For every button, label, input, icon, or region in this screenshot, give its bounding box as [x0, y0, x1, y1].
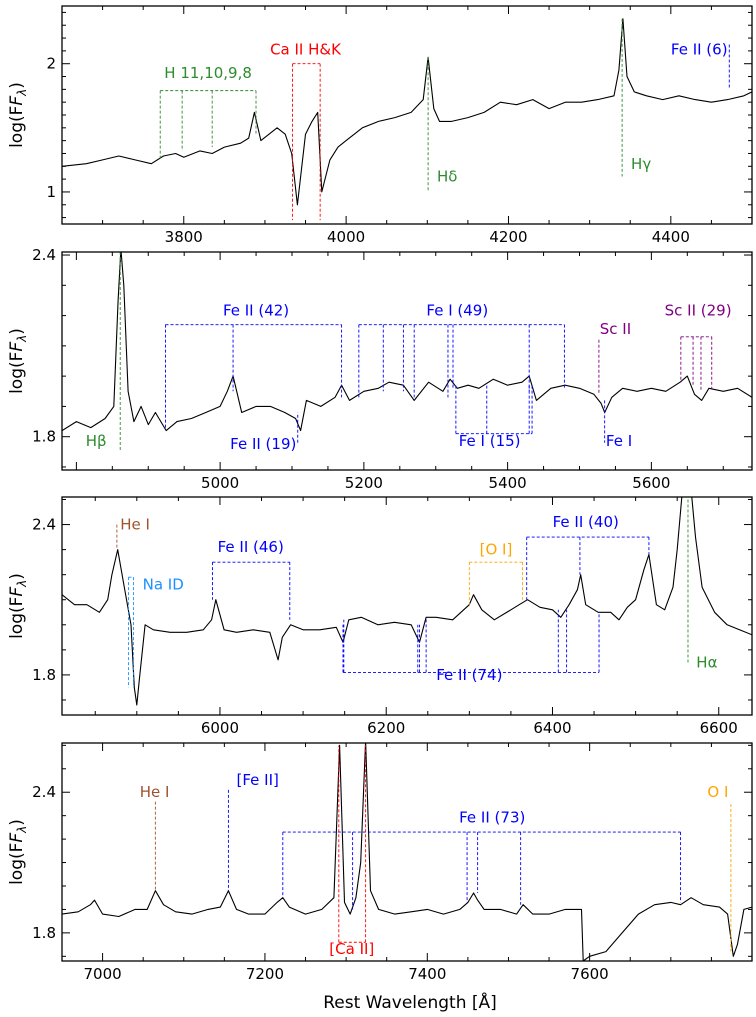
line-id-2-1	[165, 324, 343, 428]
y-axis-label: log(FFλ)	[7, 819, 29, 885]
x-tick-label: 7400	[408, 965, 446, 983]
spectrum-panel-2: Hβ Fe II (42) Fe II (19) Fe I (49) Fe I (15)…	[7, 246, 753, 492]
id-label: He I	[140, 783, 170, 801]
id-label: Fe II (19)	[230, 435, 296, 453]
line-id-3-4	[526, 536, 650, 600]
y-tick-label: 2.4	[32, 246, 56, 264]
y-tick-label: 2	[46, 55, 56, 73]
x-tick-label: 6000	[201, 719, 239, 737]
x-tick-label: 7200	[246, 965, 284, 983]
line-id-2-7	[680, 336, 713, 392]
line-id-3-1	[128, 576, 134, 688]
x-tick-label: 6600	[700, 719, 738, 737]
line-id-3-5	[342, 609, 600, 673]
line-id-1-0	[159, 90, 257, 159]
x-tick-label: 4000	[327, 228, 365, 246]
panel-frame	[61, 251, 753, 471]
line-id-3-2	[212, 561, 291, 620]
id-label: Fe I (15)	[459, 432, 521, 450]
id-label: Hδ	[437, 168, 457, 186]
x-tick-label: 6200	[367, 719, 405, 737]
id-label: O I	[707, 783, 728, 801]
id-label: [Fe II]	[237, 771, 279, 789]
axes-2: 5000 5200 5400 5600 1.8 2.4	[32, 246, 752, 492]
line-id-4-3	[338, 745, 367, 943]
y-axis-label: log(FFλ)	[7, 573, 29, 639]
id-label: Fe I	[606, 432, 632, 450]
panel-frame	[61, 496, 753, 716]
id-label: Na ID	[143, 576, 184, 594]
id-label: Hα	[696, 653, 717, 671]
id-label: Sc II (29)	[665, 302, 732, 320]
spectrum-panel-3: He I Na ID Fe II (46) [O I] Fe II (40) Fe II …	[7, 496, 753, 737]
spectrum-line	[62, 18, 752, 206]
id-label: Fe II (6)	[671, 41, 728, 59]
x-tick-label: 3800	[165, 228, 203, 246]
spectrum-line	[62, 743, 752, 961]
y-tick-label: 1.8	[32, 666, 56, 684]
line-id-2-4	[455, 385, 533, 435]
y-tick-label: 1.8	[32, 924, 56, 942]
id-label: H 11,10,9,8	[164, 64, 252, 82]
x-tick-label: 5200	[345, 474, 383, 492]
id-label: Hβ	[86, 432, 107, 450]
id-label: Fe II (73)	[459, 809, 525, 827]
id-label: Sc II	[600, 320, 631, 338]
x-tick-label: 5400	[489, 474, 527, 492]
id-label: Fe II (46)	[218, 538, 284, 556]
id-label: [O I]	[480, 541, 513, 559]
x-tick-label: 4400	[652, 228, 690, 246]
axes-1: 3800 4000 4200 4400 1 2	[46, 6, 753, 246]
line-id-4-2	[282, 831, 682, 910]
x-axis-label: Rest Wavelength [Å]	[323, 991, 497, 1013]
x-tick-label: 7000	[83, 965, 121, 983]
id-label: Fe II (42)	[223, 302, 289, 320]
y-tick-label: 1.8	[32, 428, 56, 446]
id-label: Hγ	[631, 155, 651, 173]
id-label: Ca II H&K	[270, 41, 342, 59]
x-tick-label: 5600	[632, 474, 670, 492]
spectrum-panel-1: H 11,10,9,8 Ca II H&K Hδ Hγ Fe II (6) 3800 400…	[7, 5, 753, 246]
y-tick-label: 2.4	[32, 783, 56, 801]
line-id-1-1	[292, 63, 321, 221]
id-label: [Ca II]	[329, 940, 374, 958]
id-label: Fe II (40)	[553, 513, 619, 531]
axes-4: 7000 7200 7400 7600 1.8 2.4	[32, 743, 753, 983]
id-label: He I	[120, 516, 150, 534]
line-id-2-3	[358, 324, 565, 398]
id-label: Fe I (49)	[426, 302, 488, 320]
spectrum-line	[62, 497, 752, 706]
x-tick-label: 4200	[489, 228, 527, 246]
y-tick-label: 2.4	[32, 516, 56, 534]
x-tick-label: 5000	[201, 474, 239, 492]
axes-3: 6000 6200 6400 6600 1.8 2.4	[32, 497, 752, 737]
id-label: Fe II (74)	[436, 666, 502, 684]
x-tick-label: 7600	[571, 965, 609, 983]
y-axis-label: log(FFλ)	[7, 82, 29, 148]
panel-frame	[61, 742, 753, 962]
panel-frame	[61, 5, 753, 225]
y-axis-label: log(FFλ)	[7, 328, 29, 394]
y-tick-label: 1	[46, 183, 56, 201]
x-tick-label: 6400	[533, 719, 571, 737]
line-id-3-3	[468, 561, 524, 605]
